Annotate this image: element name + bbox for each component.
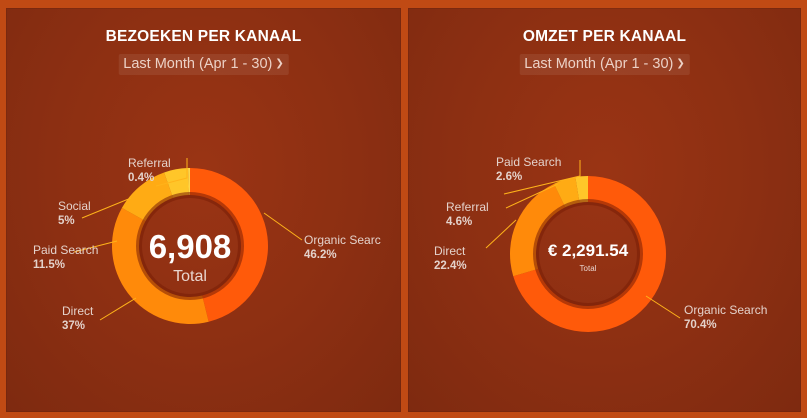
leader-line-direct xyxy=(485,219,517,249)
leader-line-referral xyxy=(505,183,559,209)
slice-value-social: 5% xyxy=(58,215,75,227)
donut-slice-paid-search[interactable] xyxy=(575,176,588,203)
visits-panel-title: BEZOEKEN PER KANAAL xyxy=(105,28,302,45)
donut-slice-social[interactable] xyxy=(164,168,189,198)
slice-label-paid-search: Paid Search xyxy=(496,155,561,169)
revenue-date-range-label: Last Month (Apr 1 - 30) xyxy=(524,56,674,72)
slice-value-referral: 4.6% xyxy=(446,216,472,228)
slice-label-social: Social xyxy=(58,199,91,213)
leader-line-referral xyxy=(155,158,188,187)
donut-inner-ring xyxy=(136,192,244,300)
leader-line-paid-search xyxy=(503,160,581,195)
donut-total-label: Total xyxy=(173,268,207,285)
donut-slice-referral[interactable] xyxy=(553,177,580,208)
slice-label-referral: Referral xyxy=(446,200,489,214)
slice-value-organic-search: 46.2% xyxy=(304,249,337,261)
donut-total-label: Total xyxy=(580,264,597,273)
slice-label-direct: Direct xyxy=(62,304,94,318)
donut-total-value: 6,908 xyxy=(149,228,232,265)
visits-date-range-label: Last Month (Apr 1 - 30) xyxy=(123,56,273,72)
donut-inner-ring xyxy=(533,199,643,309)
leader-line-organic-search xyxy=(263,212,303,241)
slice-value-organic-search: 70.4% xyxy=(684,319,717,331)
leader-line-organic-search xyxy=(645,295,681,319)
chevron-down-icon: ❯ xyxy=(676,58,685,69)
donut-total-value: € 2,291.54 xyxy=(548,241,629,260)
donut-slice-direct[interactable] xyxy=(111,207,209,324)
visits-date-range-select[interactable]: Last Month (Apr 1 - 30) ❯ xyxy=(118,54,289,75)
donut-slice-direct[interactable] xyxy=(510,183,566,277)
slice-value-direct: 37% xyxy=(62,320,85,332)
slice-label-direct: Direct xyxy=(434,244,466,258)
slice-label-organic-search: Organic Search xyxy=(684,303,767,317)
donut-slice-referral[interactable] xyxy=(188,168,190,196)
revenue-panel: OMZET PER KANAAL Last Month (Apr 1 - 30)… xyxy=(408,8,801,412)
slice-label-paid-search: Paid Search xyxy=(33,243,98,257)
slice-value-paid-search: 11.5% xyxy=(33,259,65,271)
visits-panel: BEZOEKEN PER KANAAL Last Month (Apr 1 - … xyxy=(6,8,401,412)
revenue-panel-title: OMZET PER KANAAL xyxy=(522,28,687,45)
slice-value-referral: 0.4% xyxy=(128,172,154,184)
visits-donut-chart: Organic Searc 46.2% Direct 37% Paid Search 11… xyxy=(33,156,381,332)
chevron-down-icon: ❯ xyxy=(275,58,284,69)
slice-value-direct: 22.4% xyxy=(434,260,467,272)
revenue-date-range-select[interactable]: Last Month (Apr 1 - 30) ❯ xyxy=(519,54,690,75)
leader-line-social xyxy=(81,197,132,219)
donut-slice-organic-search[interactable] xyxy=(190,168,268,322)
leader-line-paid-search xyxy=(73,240,118,253)
leader-line-direct xyxy=(99,297,137,321)
revenue-donut-chart: Organic Search 70.4% Direct 22.4% Referral 4.… xyxy=(434,155,767,333)
slice-label-referral: Referral xyxy=(128,156,171,170)
slice-value-paid-search: 2.6% xyxy=(496,171,522,183)
slice-label-organic-search: Organic Searc xyxy=(304,233,381,247)
